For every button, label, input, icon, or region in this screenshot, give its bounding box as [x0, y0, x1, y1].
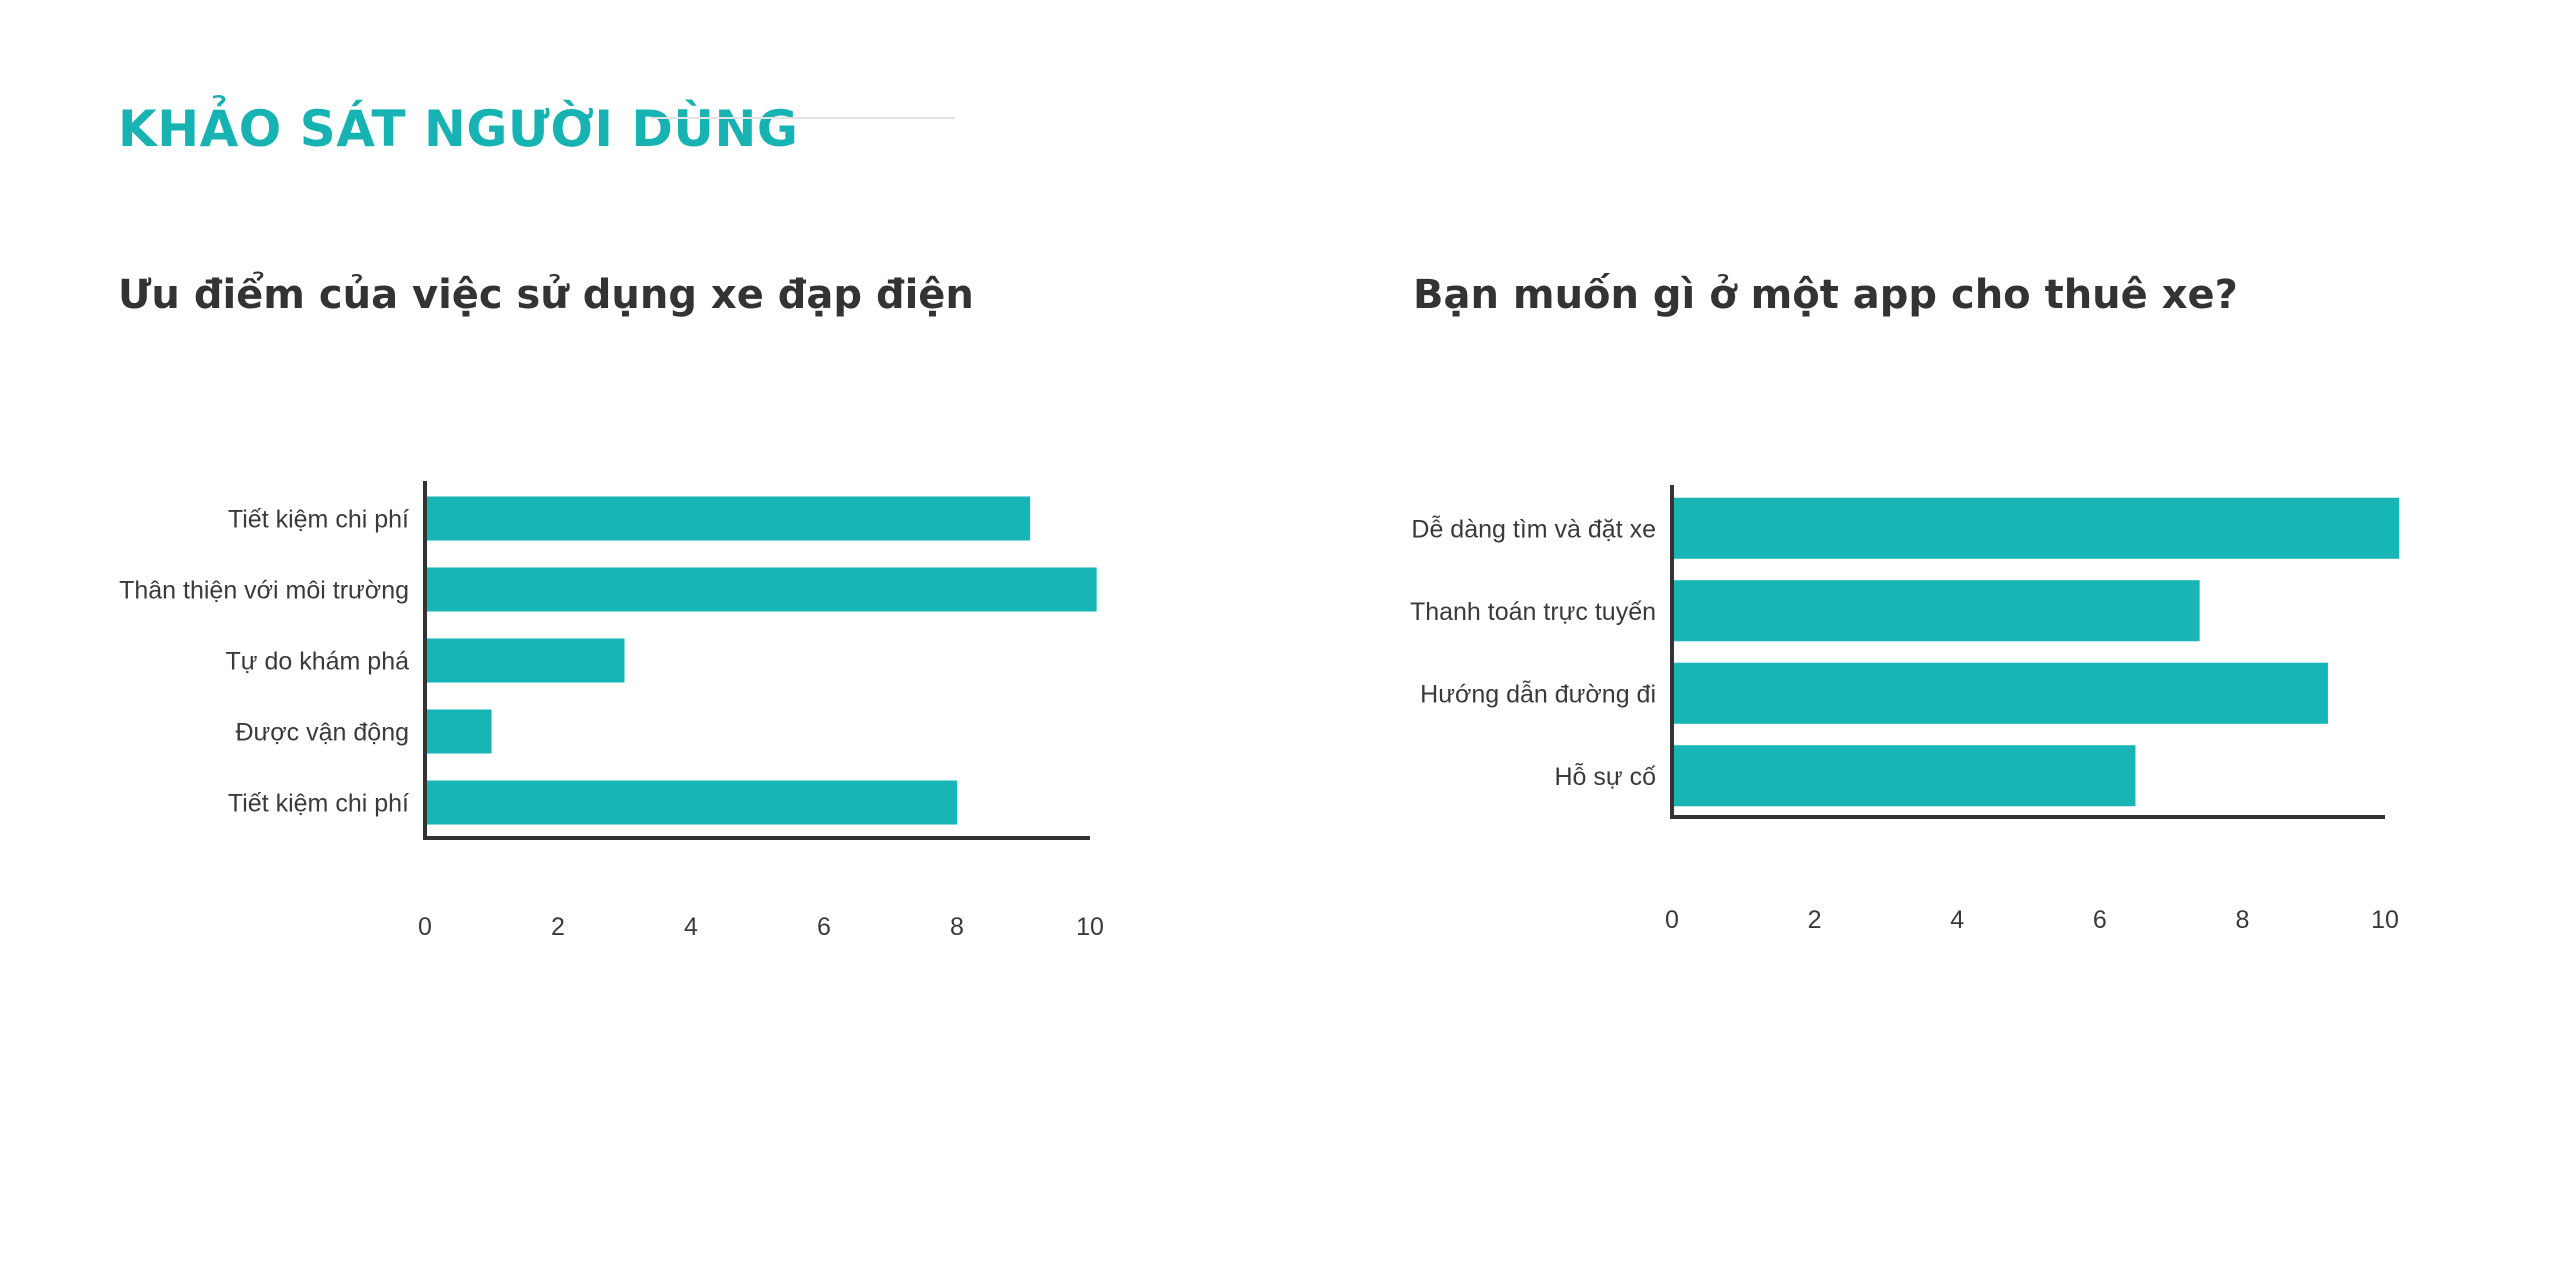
- x-tick-label-0-0: 0: [418, 913, 432, 941]
- x-tick-label-1-3: 6: [2093, 906, 2107, 934]
- category-label-0-3: Được vận động: [236, 719, 410, 747]
- x-tick-label-1-5: 10: [2371, 906, 2399, 934]
- bar-0-2: [425, 638, 625, 683]
- category-label-1-2: Hướng dẫn đường đi: [1420, 679, 1656, 708]
- bar-0-3: [425, 709, 492, 754]
- title-divider: [650, 117, 955, 119]
- chart-title-advantages: Ưu điểm của việc sử dụng xe đạp điện: [118, 272, 974, 318]
- x-tick-label-0-1: 2: [551, 913, 565, 941]
- x-tick-label-1-4: 8: [2235, 906, 2249, 934]
- category-label-1-1: Thanh toán trực tuyến: [1410, 598, 1656, 626]
- category-label-0-0: Tiết kiệm chi phí: [228, 506, 409, 534]
- category-label-0-2: Tự do khám phá: [226, 648, 410, 676]
- bar-0-0: [425, 496, 1031, 541]
- chart-title-app-wishes: Bạn muốn gì ở một app cho thuê xe?: [1413, 272, 2238, 318]
- category-label-0-1: Thân thiện với môi trường: [119, 577, 409, 605]
- x-tick-label-0-3: 6: [817, 913, 831, 941]
- x-tick-label-0-2: 4: [684, 913, 698, 941]
- bar-0-1: [425, 567, 1097, 612]
- bar-1-2: [1672, 662, 2328, 724]
- page-title: KHẢO SÁT NGƯỜI DÙNG: [118, 100, 799, 158]
- bar-1-3: [1672, 745, 2136, 807]
- x-tick-label-1-1: 2: [1808, 906, 1822, 934]
- x-tick-label-1-0: 0: [1665, 906, 1679, 934]
- x-tick-label-1-2: 4: [1950, 906, 1964, 934]
- bar-0-4: [425, 780, 957, 825]
- x-tick-label-0-5: 10: [1076, 913, 1104, 941]
- bar-1-0: [1672, 497, 2400, 559]
- x-tick-label-0-4: 8: [950, 913, 964, 941]
- category-label-0-4: Tiết kiệm chi phí: [228, 790, 409, 818]
- bar-1-1: [1672, 580, 2200, 642]
- category-label-1-3: Hỗ sự cố: [1555, 762, 1657, 791]
- category-label-1-0: Dễ dàng tìm và đặt xe: [1411, 514, 1656, 543]
